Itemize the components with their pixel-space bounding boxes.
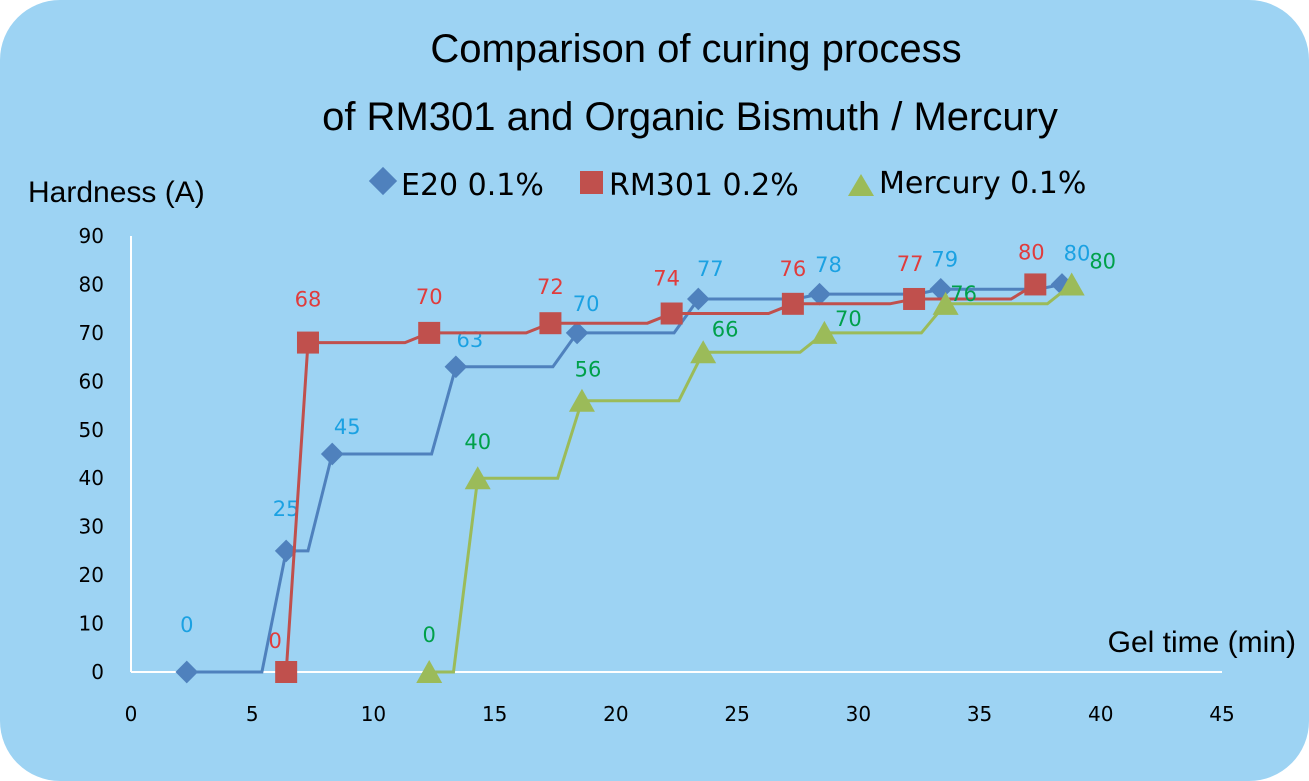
data-point xyxy=(808,282,831,306)
x-tick-label: 45 xyxy=(1209,702,1234,726)
data-point xyxy=(687,287,710,311)
chart-title-line-2: of RM301 and Organic Bismuth / Mercury xyxy=(322,95,1058,139)
data-label: 70 xyxy=(573,292,600,316)
legend-label-e20: E20 0.1% xyxy=(401,168,544,203)
data-label: 80 xyxy=(1018,240,1045,264)
series-1: 0 68 70 72 74 76 77 80 xyxy=(268,240,1047,683)
data-label: 77 xyxy=(897,252,924,276)
data-point xyxy=(274,539,298,563)
legend-label-rm301: RM301 0.2% xyxy=(609,168,799,203)
series-line xyxy=(429,283,1073,674)
x-tick-label: 25 xyxy=(724,702,749,726)
data-point xyxy=(568,388,595,412)
data-point xyxy=(690,340,717,364)
data-point xyxy=(929,277,953,301)
y-tick-labels: 0 10 20 30 40 50 60 70 80 90 xyxy=(79,224,104,684)
data-point xyxy=(296,331,319,354)
data-point xyxy=(175,660,199,684)
data-point xyxy=(660,302,683,325)
y-tick-label: 30 xyxy=(79,515,104,539)
data-label: 78 xyxy=(815,253,842,277)
y-axis-title: Hardness (A) xyxy=(28,176,205,209)
x-tick-label: 5 xyxy=(246,702,259,726)
y-tick-label: 50 xyxy=(79,418,104,442)
x-axis-title: Gel time (min) xyxy=(1108,626,1296,659)
data-label: 76 xyxy=(780,257,807,281)
data-label: 80 xyxy=(1064,241,1091,265)
legend-marker-e20 xyxy=(368,166,398,196)
data-point xyxy=(932,291,959,315)
data-label: 66 xyxy=(712,317,739,341)
data-label: 70 xyxy=(416,285,443,309)
x-tick-label: 10 xyxy=(361,702,386,726)
x-tick-label: 30 xyxy=(846,702,871,726)
data-point xyxy=(275,661,298,683)
data-point xyxy=(811,320,838,344)
data-point xyxy=(1024,273,1047,296)
y-tick-label: 10 xyxy=(79,612,104,636)
data-label: 0 xyxy=(180,613,193,637)
data-point xyxy=(565,321,589,345)
data-point xyxy=(781,292,804,315)
legend-marker-mercury xyxy=(848,174,874,196)
data-point xyxy=(903,287,926,310)
y-tick-label: 90 xyxy=(79,224,104,248)
legend-marker-rm301 xyxy=(580,171,603,194)
y-tick-label: 60 xyxy=(79,369,104,393)
x-tick-label: 40 xyxy=(1088,702,1113,726)
data-label: 77 xyxy=(697,257,724,281)
data-label: 0 xyxy=(423,623,436,647)
data-label: 72 xyxy=(537,275,564,299)
series-2: 0 40 56 66 70 76 80 xyxy=(416,249,1116,683)
x-tick-label: 35 xyxy=(967,702,992,726)
y-tick-label: 0 xyxy=(91,660,104,684)
data-label: 56 xyxy=(575,358,602,382)
x-tick-label: 0 xyxy=(125,702,138,726)
data-label: 68 xyxy=(295,288,322,312)
data-point xyxy=(444,355,468,379)
data-label: 80 xyxy=(1089,249,1116,273)
data-label: 76 xyxy=(950,282,977,306)
series-line xyxy=(284,283,1037,673)
data-point xyxy=(320,442,344,466)
data-label: 70 xyxy=(835,307,862,331)
y-tick-label: 80 xyxy=(79,272,104,296)
data-point xyxy=(464,466,491,490)
data-label: 74 xyxy=(653,267,680,291)
data-point xyxy=(1058,272,1085,296)
data-point xyxy=(416,660,443,683)
data-point xyxy=(418,321,441,344)
data-label: 45 xyxy=(334,415,361,439)
data-label: 79 xyxy=(931,247,958,271)
x-tick-labels: 0 5 10 15 20 25 30 35 40 45 xyxy=(125,702,1235,726)
legend-label-mercury: Mercury 0.1% xyxy=(879,166,1086,201)
data-label: 40 xyxy=(464,430,491,454)
chart-title-line-1: Comparison of curing process xyxy=(430,27,961,71)
y-tick-label: 40 xyxy=(79,466,104,490)
x-tick-label: 20 xyxy=(603,702,628,726)
y-tick-label: 70 xyxy=(79,321,104,345)
data-label: 0 xyxy=(268,629,281,653)
legend: E20 0.1% RM301 0.2% Mercury 0.1% xyxy=(368,166,1086,203)
data-point xyxy=(539,312,562,335)
y-tick-label: 20 xyxy=(79,563,104,587)
x-tick-label: 15 xyxy=(482,702,507,726)
